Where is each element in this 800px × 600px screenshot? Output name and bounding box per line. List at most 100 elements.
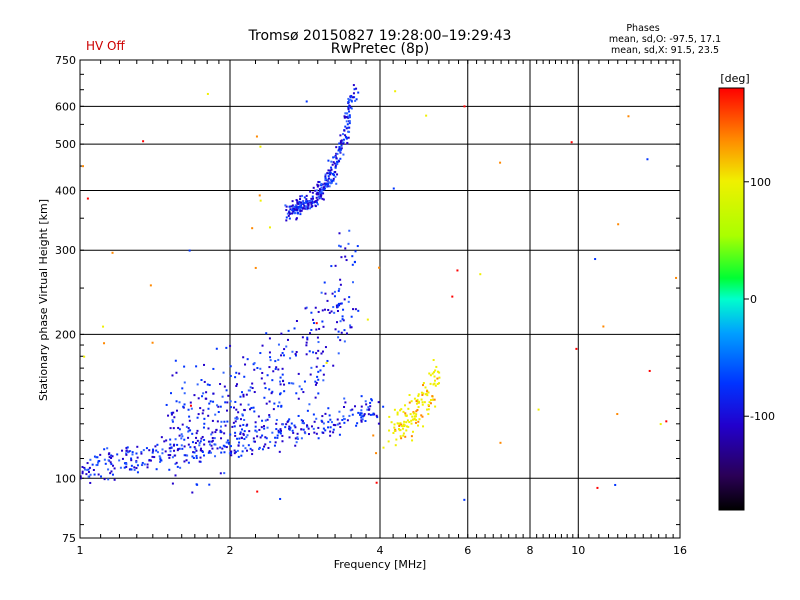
data-point	[131, 453, 134, 456]
data-point	[251, 387, 254, 390]
data-point	[242, 433, 245, 436]
data-point	[193, 394, 196, 397]
data-point	[327, 159, 330, 162]
data-point	[311, 195, 314, 198]
data-point	[143, 463, 146, 466]
y-tick-label: 500	[55, 138, 76, 151]
data-point	[329, 418, 332, 421]
data-point	[203, 380, 206, 383]
data-point	[183, 381, 186, 384]
data-point	[310, 425, 313, 428]
data-point	[282, 354, 285, 357]
data-point	[108, 452, 111, 455]
y-tick-label: 600	[55, 100, 76, 113]
data-point	[575, 347, 578, 350]
data-point	[95, 464, 98, 467]
data-point	[334, 175, 337, 178]
data-point	[99, 453, 102, 456]
data-point	[199, 407, 202, 410]
data-point	[302, 202, 305, 205]
data-point	[84, 468, 87, 471]
data-point	[345, 120, 348, 123]
data-point	[291, 204, 294, 207]
data-point	[258, 428, 261, 431]
data-point	[297, 397, 300, 400]
data-point	[103, 342, 106, 345]
data-point	[296, 201, 299, 204]
data-point	[343, 115, 346, 118]
data-point	[321, 415, 324, 418]
data-point	[393, 426, 396, 429]
data-point	[306, 207, 309, 210]
data-point	[342, 415, 345, 418]
data-point	[367, 406, 370, 409]
data-point	[258, 446, 261, 449]
data-point	[305, 194, 308, 197]
data-point	[195, 449, 198, 452]
data-point	[306, 208, 309, 211]
data-point	[136, 445, 139, 448]
data-point	[329, 171, 332, 174]
data-point	[219, 405, 222, 408]
data-point	[234, 376, 237, 379]
data-point	[394, 444, 397, 447]
data-point	[243, 437, 246, 440]
data-point	[177, 426, 180, 429]
data-point	[347, 115, 350, 118]
data-point	[312, 322, 315, 325]
data-point	[343, 405, 346, 408]
data-point	[332, 306, 335, 309]
data-point	[310, 203, 313, 206]
data-point	[429, 398, 432, 401]
data-point	[297, 414, 300, 417]
data-point	[279, 376, 282, 379]
data-point	[410, 419, 413, 422]
data-point	[221, 447, 224, 450]
data-point	[268, 400, 271, 403]
data-point	[268, 226, 271, 229]
data-point	[146, 466, 149, 469]
data-point	[281, 440, 284, 443]
data-point	[192, 451, 195, 454]
data-point	[199, 449, 202, 452]
data-point	[404, 404, 407, 407]
data-point	[404, 435, 407, 438]
data-point	[345, 332, 348, 335]
data-point	[168, 447, 171, 450]
data-point	[89, 481, 92, 484]
data-point	[401, 425, 404, 428]
data-point	[265, 437, 268, 440]
data-point	[329, 430, 332, 433]
data-point	[330, 166, 333, 169]
data-point	[279, 497, 282, 500]
data-point	[354, 250, 357, 253]
data-point	[113, 478, 116, 481]
data-point	[408, 394, 411, 397]
data-point	[252, 363, 255, 366]
data-point	[201, 451, 204, 454]
data-point	[317, 193, 320, 196]
data-point	[263, 445, 266, 448]
data-point	[211, 419, 214, 422]
data-point	[264, 419, 267, 422]
data-point	[228, 452, 231, 455]
data-point	[230, 454, 233, 457]
data-point	[317, 426, 320, 429]
data-point	[339, 151, 342, 154]
data-point	[327, 181, 330, 184]
data-point	[189, 446, 192, 449]
data-point	[646, 158, 649, 161]
data-point	[259, 367, 262, 370]
data-point	[268, 415, 271, 418]
data-point	[208, 443, 211, 446]
data-point	[246, 423, 249, 426]
data-point	[298, 203, 301, 206]
data-point	[315, 417, 318, 420]
data-point	[422, 384, 425, 387]
data-point	[344, 125, 347, 128]
data-point	[334, 328, 337, 331]
data-point	[272, 408, 275, 411]
data-point	[429, 402, 432, 405]
data-point	[308, 403, 311, 406]
